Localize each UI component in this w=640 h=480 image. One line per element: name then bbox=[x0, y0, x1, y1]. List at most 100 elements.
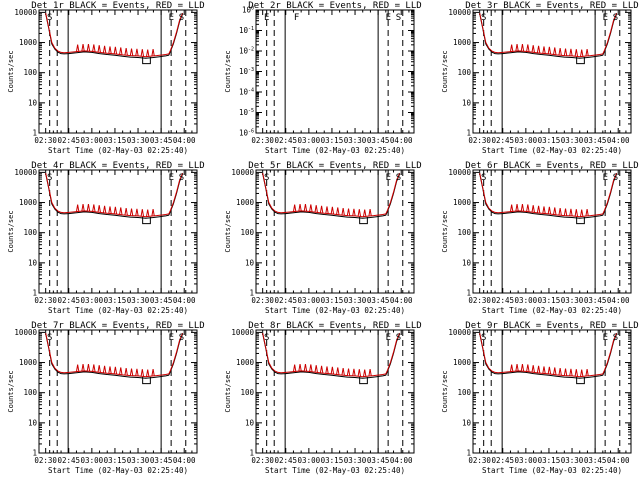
lld-series-line bbox=[45, 12, 184, 58]
x-tick-label: 02:30 bbox=[468, 456, 491, 465]
chart-title: Det 2r BLACK = Events, RED = LLD bbox=[248, 1, 421, 11]
lld-spike bbox=[526, 44, 530, 52]
lld-spike bbox=[135, 368, 139, 376]
lld-spike bbox=[146, 369, 150, 377]
y-tick-label: 10000 bbox=[448, 168, 471, 177]
lld-spike bbox=[309, 364, 313, 372]
segment-marker-label: S bbox=[47, 173, 52, 183]
lld-spike bbox=[515, 43, 519, 52]
x-tick-label: 03:45 bbox=[150, 456, 173, 465]
lld-spike bbox=[526, 364, 530, 372]
plot-frame bbox=[255, 9, 415, 134]
lld-spike bbox=[352, 368, 356, 376]
lld-spike bbox=[536, 365, 541, 373]
lld-spike bbox=[92, 364, 96, 372]
y-tick-label: 100 bbox=[457, 228, 471, 237]
lld-spike bbox=[129, 208, 134, 216]
x-tick-label: 02:30 bbox=[251, 136, 274, 145]
lld-spike bbox=[146, 209, 150, 217]
lld-spike bbox=[563, 368, 568, 376]
segment-marker-label: E bbox=[603, 333, 608, 343]
lld-spike bbox=[119, 367, 123, 375]
x-tick-label: 03:15 bbox=[538, 136, 561, 145]
saa-dip-marker bbox=[576, 217, 585, 225]
y-tick-label: 1000 bbox=[453, 38, 472, 47]
x-tick-label: 02:45 bbox=[491, 136, 514, 145]
segment-marker-label: S bbox=[264, 173, 269, 183]
lld-spike bbox=[298, 203, 302, 212]
segment-marker-label: E bbox=[386, 173, 391, 183]
x-tick-label: 02:30 bbox=[34, 456, 57, 465]
lld-spike bbox=[580, 369, 584, 377]
chart-title: Det 6r BLACK = Events, RED = LLD bbox=[465, 161, 638, 171]
lld-series-line bbox=[262, 332, 401, 378]
lld-spike bbox=[86, 363, 91, 372]
segment-marker-label: S bbox=[264, 333, 269, 343]
segment-marker-label: S bbox=[179, 13, 184, 23]
y-tick-label: 10 bbox=[462, 258, 472, 267]
lld-spike bbox=[129, 48, 134, 56]
x-tick-label: 03:00 bbox=[515, 136, 538, 145]
segment-marker-label: S bbox=[47, 333, 52, 343]
y-tick-label: 10 bbox=[28, 258, 38, 267]
x-tick-label: 04:00 bbox=[173, 296, 196, 305]
y-axis-label: Counts/sec bbox=[441, 210, 449, 252]
x-axis-label: Start Time (02-May-03 02:25:40) bbox=[48, 306, 188, 315]
lld-spike bbox=[357, 209, 362, 217]
y-tick-label: 10000 bbox=[231, 328, 254, 337]
lld-spike bbox=[298, 363, 302, 372]
y-tick-label: 1000 bbox=[19, 38, 38, 47]
segment-marker-label: S bbox=[481, 173, 486, 183]
x-tick-label: 03:45 bbox=[367, 136, 390, 145]
y-tick-label: 1000 bbox=[453, 358, 472, 367]
lld-spike bbox=[352, 208, 356, 216]
x-tick-label: 03:30 bbox=[344, 456, 367, 465]
y-tick-label: 10 bbox=[245, 258, 255, 267]
y-tick-label: 10000 bbox=[14, 168, 37, 177]
saa-dip-marker bbox=[359, 377, 368, 385]
chart-panel: Det 3r BLACK = Events, RED = LLD 02:30 02:… bbox=[441, 1, 639, 155]
lld-spike bbox=[520, 43, 525, 52]
y-axis-label: Counts/sec bbox=[224, 210, 232, 252]
lld-spike bbox=[536, 205, 541, 213]
x-axis-label: Start Time (02-May-03 02:25:40) bbox=[265, 146, 405, 155]
lld-spike bbox=[151, 48, 155, 57]
lld-spike bbox=[330, 206, 335, 214]
y-tick-label: 10-4 bbox=[239, 88, 254, 97]
x-tick-label: 03:15 bbox=[321, 296, 344, 305]
y-tick-label: 100 bbox=[457, 68, 471, 77]
lld-spike bbox=[569, 208, 573, 216]
x-tick-label: 04:00 bbox=[173, 136, 196, 145]
segment-marker-label: E bbox=[169, 333, 174, 343]
events-series-line bbox=[262, 173, 401, 219]
lld-series-line bbox=[45, 172, 184, 218]
events-series-line bbox=[45, 173, 184, 219]
x-tick-label: 04:00 bbox=[173, 456, 196, 465]
y-tick-label: 100 bbox=[23, 68, 37, 77]
saa-dip-marker bbox=[576, 377, 585, 385]
lld-spike bbox=[531, 365, 535, 373]
lld-spike bbox=[314, 365, 318, 373]
lld-spike bbox=[81, 363, 85, 372]
x-tick-label: 03:00 bbox=[81, 296, 104, 305]
y-tick-label: 100 bbox=[23, 228, 37, 237]
y-axis-label: Counts/sec bbox=[224, 370, 232, 412]
segment-marker-label: E bbox=[264, 13, 269, 23]
segment-marker-label: S bbox=[613, 13, 618, 23]
lld-spike bbox=[151, 208, 155, 217]
lld-spike bbox=[563, 48, 568, 56]
x-tick-label: 03:30 bbox=[561, 456, 584, 465]
x-tick-label: 03:30 bbox=[127, 456, 150, 465]
x-axis-label: Start Time (02-May-03 02:25:40) bbox=[265, 306, 405, 315]
lld-spike bbox=[531, 45, 535, 53]
y-tick-label: 100 bbox=[240, 228, 254, 237]
lld-spike bbox=[346, 368, 351, 376]
x-axis-label: Start Time (02-May-03 02:25:40) bbox=[482, 466, 622, 475]
lld-series-line bbox=[479, 12, 618, 58]
x-tick-label: 02:45 bbox=[274, 136, 297, 145]
segment-marker-label: E bbox=[169, 13, 174, 23]
lld-spike bbox=[580, 209, 584, 217]
lld-spike bbox=[585, 48, 589, 57]
y-axis-label: Counts/sec bbox=[7, 370, 15, 412]
